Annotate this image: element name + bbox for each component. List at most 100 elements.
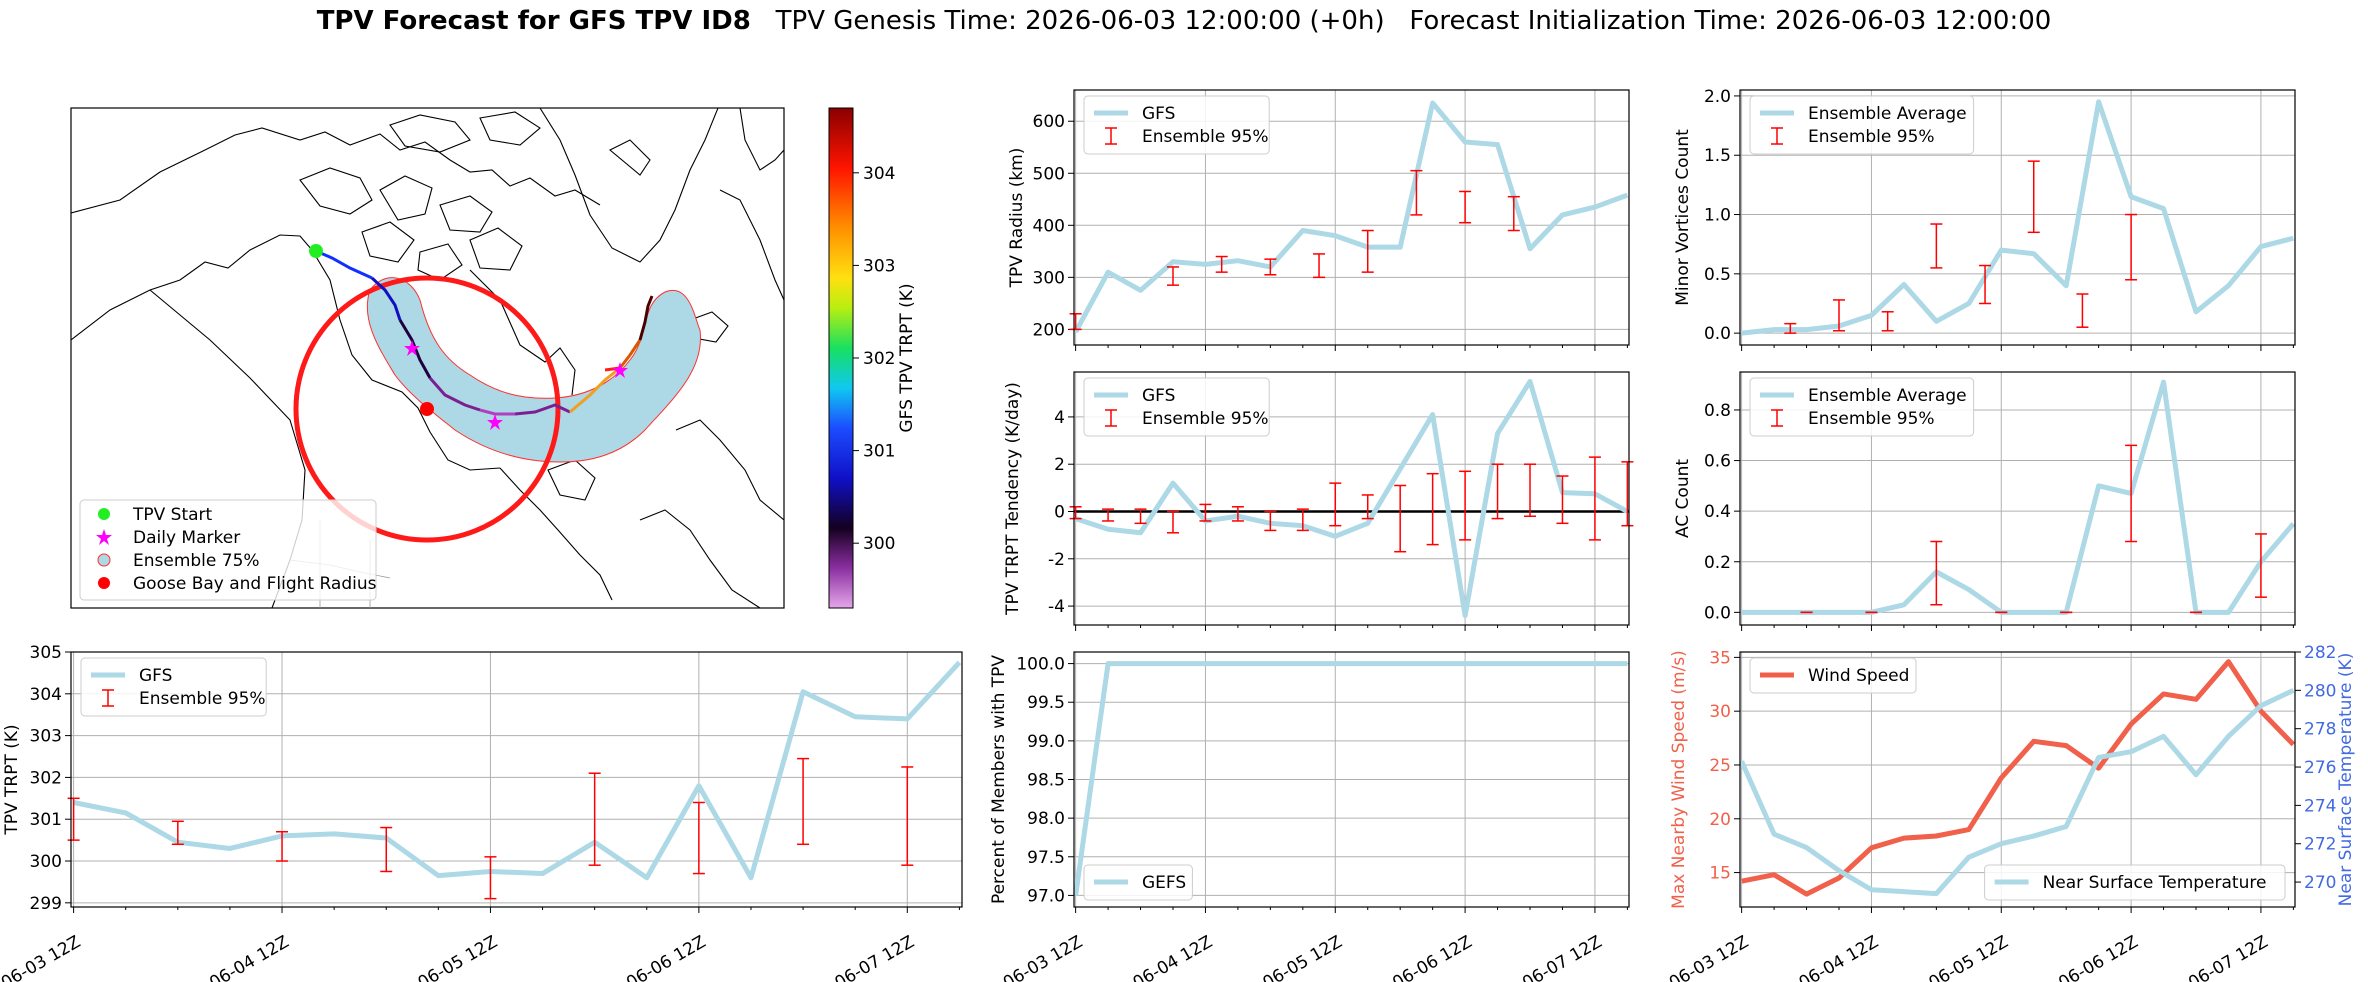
error-bar [1556, 475, 1569, 525]
y-tick-label-right: 270 [2304, 873, 2336, 893]
goose-bay-flight-radius [293, 275, 561, 543]
legend-box [80, 657, 267, 717]
error-bar [171, 820, 184, 846]
x-tick-label: 06-03 12Z [0, 932, 84, 982]
legend-label: Ensemble 95% [1808, 127, 1935, 147]
y-tick-label: 4 [1054, 408, 1065, 428]
legend-box [1749, 657, 1917, 694]
y-tick-label: 1.5 [1704, 146, 1731, 166]
y-axis-label: AC Count [1673, 459, 1693, 538]
legend: Ensemble Average Ensemble 95% [1749, 377, 1975, 437]
y-tick-label: 30 [1709, 702, 1731, 722]
y-tick-label: 1.0 [1704, 206, 1731, 226]
legend-daily-marker-swatch [96, 529, 112, 545]
y-tick-label: 98.0 [1027, 809, 1065, 829]
error-bar [2125, 213, 2138, 281]
tpv-start-marker [309, 244, 323, 258]
y-tick-label: 0.0 [1704, 603, 1731, 623]
legend-label: Ensemble 95% [139, 689, 266, 709]
series-line-0 [1741, 99, 2294, 336]
legend-box [1749, 377, 1975, 437]
genesis-time: TPV Genesis Time: 2026-06-03 12:00:00 (+… [775, 6, 1385, 36]
error-bar [1621, 461, 1634, 527]
plot-frame [1739, 371, 2296, 626]
legend-label: GFS [1142, 386, 1175, 406]
error-bar [1588, 456, 1601, 541]
series-line-0 [1073, 661, 1628, 896]
error-bar [1930, 540, 1943, 606]
error-bar [797, 757, 810, 846]
y-axis-label: Minor Vortices Count [1673, 129, 1693, 306]
panel-radius: 200 300 400 500 600 TPV Radius (km) GFS Ensembl… [1007, 89, 1630, 351]
legend: Near Surface Temperature [1984, 864, 2286, 901]
y-tick-label: 0.5 [1704, 265, 1731, 285]
error-bar [1832, 299, 1845, 332]
legend-goose-bay: Goose Bay and Flight Radius [133, 574, 377, 594]
y-axis-label: TPV Radius (km) [1007, 148, 1027, 289]
y-tick-label: 99.5 [1027, 693, 1065, 713]
error-bar [588, 772, 601, 866]
y-tick-label: 15 [1709, 864, 1731, 884]
colorbar-tick-label: 303 [863, 256, 895, 276]
error-bar [1264, 510, 1277, 532]
series-line-0 [73, 660, 962, 881]
map-legend: TPV Start Daily Marker Ensemble 75% Goos… [79, 499, 377, 601]
error-bar [67, 797, 80, 841]
x-tick-label: 06-03 12Z [1000, 932, 1086, 982]
y-tick-label: 0.4 [1704, 502, 1731, 522]
y-tick-label: 301 [30, 810, 62, 830]
colorbar-tick-label: 300 [863, 534, 895, 554]
series-line-1 [1739, 688, 2295, 897]
y-tick-label: 300 [30, 852, 62, 872]
y-tick-label: 0.2 [1704, 553, 1731, 573]
y-tick-label: 2.0 [1704, 87, 1731, 107]
legend-box [1083, 864, 1193, 901]
map-panel: TPV Start Daily Marker Ensemble 75% Goos… [70, 107, 917, 609]
error-bar [1491, 463, 1504, 520]
error-bar [1881, 311, 1894, 332]
legend-goose-bay-swatch [98, 577, 110, 589]
y-tick-label: 0.8 [1704, 401, 1731, 421]
panel-members: 97.0 97.5 98.0 98.5 99.0 99.5 100.0 Percent of … [989, 651, 1630, 982]
y-tick-label: 0 [1054, 503, 1065, 523]
error-bar [1296, 508, 1309, 532]
y-tick-label: 100.0 [1016, 655, 1065, 675]
error-bar [2254, 533, 2267, 598]
error-bar [2027, 160, 2040, 234]
plot-frame [1073, 89, 1630, 346]
y-tick-label: 303 [30, 727, 62, 747]
panel-trpt: 299 300 301 302 303 304 305 TPV TRPT (K) 06-03 1… [0, 643, 963, 982]
legend: GFS Ensemble 95% [1083, 95, 1270, 155]
error-bar [484, 856, 497, 900]
y-tick-label: -4 [1048, 597, 1065, 617]
colorbar-tick-label: 301 [863, 442, 895, 462]
error-bar [1199, 503, 1212, 522]
error-bar [1410, 169, 1423, 216]
x-tick-label: 06-05 12Z [1925, 932, 2011, 982]
y-tick-label-right: 282 [2304, 643, 2336, 663]
legend-label: Ensemble Average [1808, 104, 1967, 124]
y-tick-label: 0.0 [1704, 324, 1731, 344]
error-bar [1313, 253, 1326, 279]
y-axis-label: TPV TRPT Tendency (K/day) [1003, 382, 1023, 616]
x-tick-label: 06-04 12Z [1130, 932, 1216, 982]
legend-ensemble75-swatch [97, 553, 111, 567]
y-axis-label-right: Near Surface Temperature (K) [2336, 653, 2356, 907]
error-bar [276, 831, 289, 862]
y-tick-label-right: 280 [2304, 681, 2336, 701]
plot-frame [70, 651, 963, 908]
y-axis-label: Max Nearby Wind Speed (m/s) [1669, 650, 1689, 909]
x-tick-label: 06-04 12Z [1796, 932, 1882, 982]
y-tick-label: 302 [30, 768, 62, 788]
y-tick-label: 25 [1709, 756, 1731, 776]
y-tick-label: 99.0 [1027, 732, 1065, 752]
legend: GEFS [1083, 864, 1193, 901]
legend-label: GFS [1142, 104, 1175, 124]
goose-bay-marker [420, 402, 434, 416]
error-bar [2125, 444, 2138, 543]
legend-tpv-start-swatch [98, 508, 110, 520]
legend-label: Ensemble 95% [1142, 127, 1269, 147]
